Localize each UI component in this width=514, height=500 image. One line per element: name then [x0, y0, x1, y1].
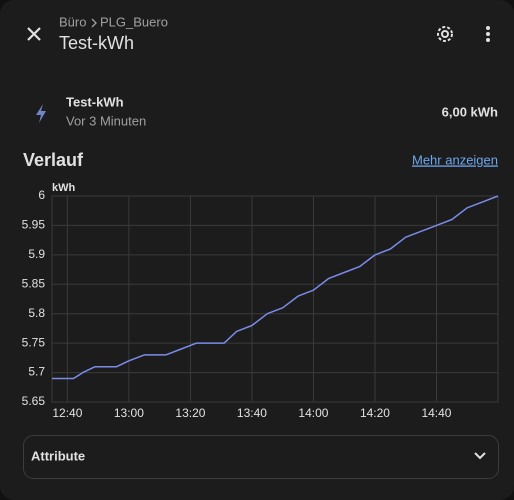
y-tick-label: 5.8 — [28, 306, 45, 320]
breadcrumb-device: PLG_Buero — [100, 14, 168, 29]
y-tick-label: 5.7 — [28, 365, 45, 379]
x-tick-label: 13:00 — [114, 406, 144, 420]
x-tick-label: 14:00 — [298, 406, 328, 420]
y-tick-label: 5.75 — [22, 335, 46, 349]
expand-chevron — [474, 452, 486, 460]
breadcrumb-area: Büro — [59, 14, 86, 29]
dialog-title: Test-kWh — [59, 33, 134, 53]
entity-name: Test-kWh — [66, 94, 124, 109]
y-tick-label: 5.85 — [22, 276, 46, 290]
settings-button[interactable] — [437, 26, 453, 42]
y-tick-label: 5.65 — [22, 394, 46, 408]
data-line — [52, 195, 499, 380]
x-tick-label: 14:40 — [421, 406, 451, 420]
x-tick-label: 12:40 — [52, 406, 82, 420]
x-tick-label: 14:20 — [360, 406, 390, 420]
entity-last-changed: Vor 3 Minuten — [66, 113, 146, 128]
x-tick-label: 13:20 — [175, 406, 205, 420]
breadcrumb-separator — [91, 18, 97, 28]
entity-state: 6,00 kWh — [442, 104, 498, 119]
more-link[interactable]: Mehr anzeigen — [412, 152, 498, 167]
entity-icon — [36, 104, 46, 123]
menu-button[interactable] — [486, 26, 490, 42]
y-tick-label: 6 — [38, 188, 45, 202]
chart: 5.65 5.7 5.75 5.8 5.85 5.9 5.95 6 12:40 13:00 13:2… — [22, 188, 499, 420]
y-tick-label: 5.9 — [28, 247, 45, 261]
x-tick-label: 13:40 — [237, 406, 267, 420]
y-tick-label: 5.95 — [22, 218, 46, 232]
history-title: Verlauf — [23, 150, 84, 170]
attributes-expander[interactable] — [23, 435, 499, 479]
close-button[interactable] — [27, 27, 41, 41]
y-axis-label: kWh — [52, 182, 76, 194]
attributes-title: Attribute — [31, 448, 85, 463]
